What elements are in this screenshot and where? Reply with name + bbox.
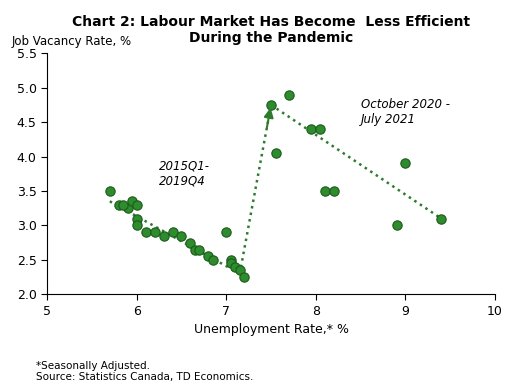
Point bbox=[209, 257, 217, 263]
Point bbox=[195, 246, 204, 252]
Point bbox=[227, 260, 235, 266]
Point bbox=[307, 126, 315, 132]
Point bbox=[177, 233, 185, 239]
Point bbox=[271, 150, 280, 156]
Point bbox=[392, 222, 400, 229]
Title: Chart 2: Labour Market Has Become  Less Efficient
During the Pandemic: Chart 2: Labour Market Has Become Less E… bbox=[72, 15, 470, 45]
Point bbox=[329, 188, 338, 194]
Point bbox=[128, 198, 136, 205]
Text: 2015Q1-
2019Q4: 2015Q1- 2019Q4 bbox=[159, 160, 210, 188]
Point bbox=[106, 188, 114, 194]
Point bbox=[316, 126, 324, 132]
X-axis label: Unemployment Rate,* %: Unemployment Rate,* % bbox=[194, 323, 349, 336]
Point bbox=[227, 257, 235, 263]
Point bbox=[119, 202, 127, 208]
Point bbox=[267, 102, 275, 108]
Point bbox=[231, 264, 239, 270]
Point bbox=[124, 205, 132, 211]
Point bbox=[133, 222, 141, 229]
Point bbox=[141, 229, 150, 235]
Text: *Seasonally Adjusted.
Source: Statistics Canada, TD Economics.: *Seasonally Adjusted. Source: Statistics… bbox=[36, 361, 254, 382]
Point bbox=[401, 161, 410, 167]
Text: October 2020 -
July 2021: October 2020 - July 2021 bbox=[361, 98, 450, 126]
Point bbox=[168, 229, 177, 235]
Point bbox=[160, 233, 168, 239]
Point bbox=[204, 253, 212, 259]
Point bbox=[191, 246, 199, 252]
Point bbox=[285, 91, 293, 98]
Point bbox=[236, 267, 244, 273]
Point bbox=[133, 215, 141, 222]
Point bbox=[186, 240, 195, 246]
Point bbox=[114, 202, 123, 208]
Point bbox=[151, 229, 159, 235]
Text: Job Vacancy Rate, %: Job Vacancy Rate, % bbox=[11, 36, 132, 49]
Point bbox=[240, 274, 248, 280]
Point bbox=[437, 215, 445, 222]
Point bbox=[321, 188, 329, 194]
Point bbox=[133, 202, 141, 208]
Point bbox=[222, 229, 231, 235]
